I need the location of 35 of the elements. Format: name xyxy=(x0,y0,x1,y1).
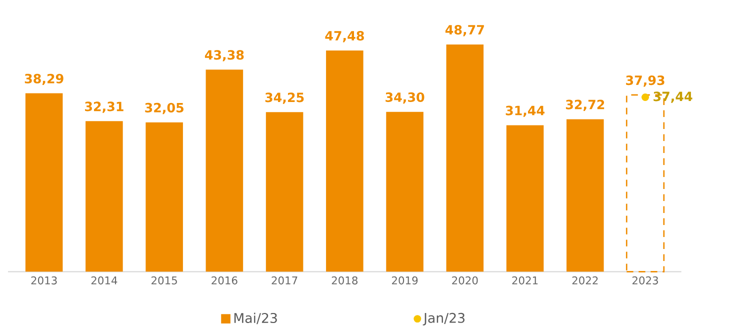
legend-label: Mai/23 xyxy=(234,312,277,324)
data-label: 34,30 xyxy=(386,92,424,104)
data-label: 32,05 xyxy=(145,102,184,114)
x-tick-label: 2015 xyxy=(152,276,177,284)
data-label: 48,77 xyxy=(445,24,484,36)
bar xyxy=(326,50,364,272)
x-tick-label: 2016 xyxy=(212,276,238,284)
x-tick-label: 2017 xyxy=(272,276,298,284)
data-label: 34,25 xyxy=(265,92,304,104)
bar xyxy=(206,70,244,272)
bar xyxy=(146,122,183,272)
x-tick-label: 2020 xyxy=(452,276,478,284)
data-label: 43,38 xyxy=(204,50,244,62)
x-tick-label: 2021 xyxy=(512,276,538,284)
bar xyxy=(266,112,304,272)
data-label: 37,93 xyxy=(626,75,664,87)
bar xyxy=(25,93,63,272)
bar xyxy=(446,44,484,272)
data-label: 47,48 xyxy=(325,31,364,42)
data-label: 32,31 xyxy=(85,102,124,113)
x-tick-label: 2014 xyxy=(91,276,118,284)
bar xyxy=(566,119,604,272)
legend-label: Jan/23 xyxy=(422,312,465,326)
bar xyxy=(86,121,123,272)
bar xyxy=(506,125,544,272)
x-tick-label: 2019 xyxy=(392,276,418,284)
data-label: 38,29 xyxy=(24,74,64,86)
x-tick-label: 2022 xyxy=(572,276,598,284)
x-tick-label: 2018 xyxy=(332,276,358,284)
x-tick-label: 2013 xyxy=(31,276,57,284)
data-label: 31,44 xyxy=(506,106,544,117)
data-label: 37,44 xyxy=(654,92,692,103)
bar xyxy=(386,112,424,272)
x-tick-label: 2023 xyxy=(632,276,658,284)
data-label: 32,72 xyxy=(566,100,604,111)
